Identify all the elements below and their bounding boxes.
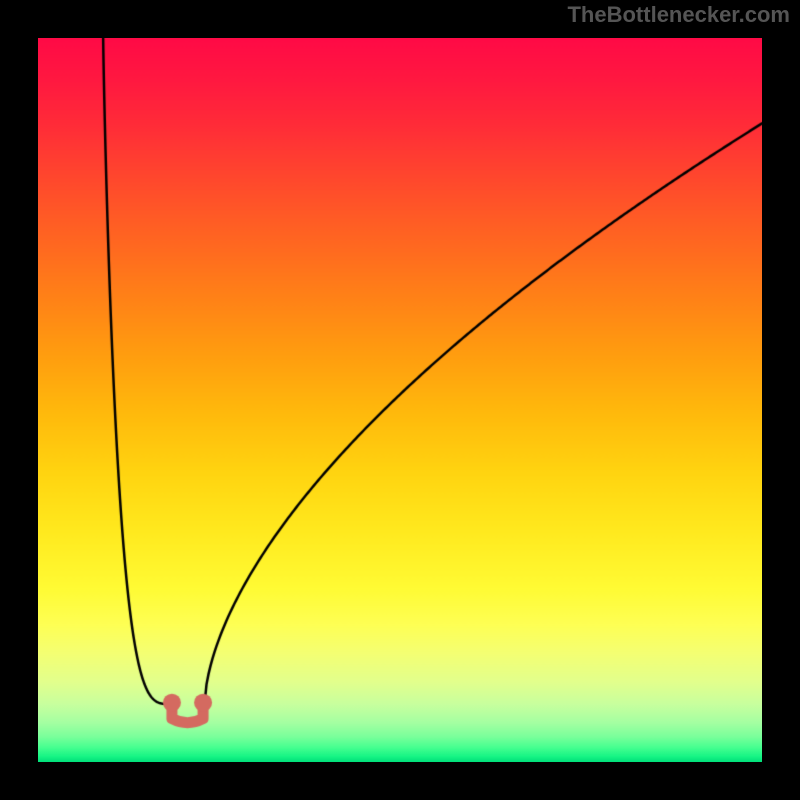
- bottleneck-curve: [0, 0, 800, 800]
- chart-root: TheBottlenecker.com: [0, 0, 800, 800]
